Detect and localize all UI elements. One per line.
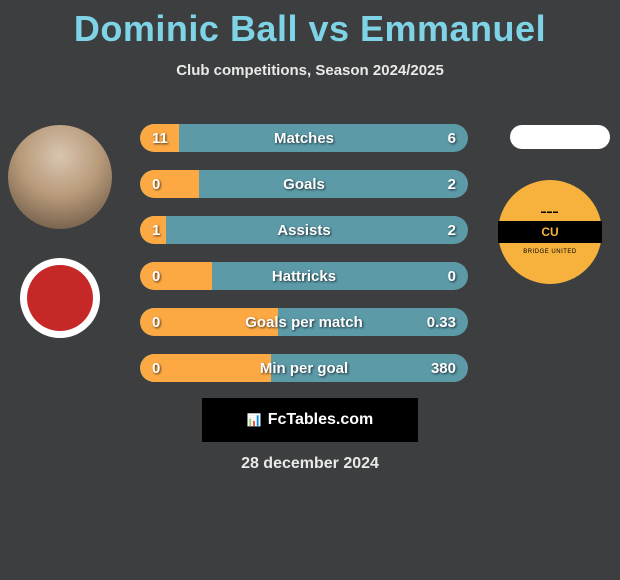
source-badge-text: FcTables.com (268, 411, 374, 429)
stat-row: 11Matches6 (140, 124, 468, 152)
stat-right-value: 2 (448, 170, 456, 198)
date-text: 28 december 2024 (0, 455, 620, 473)
chart-icon: 📊 (247, 413, 262, 427)
club-crest-right-subtext: BRIDGE UNITED (523, 249, 577, 255)
player-left-avatar (8, 125, 112, 229)
stat-label: Hattricks (140, 262, 468, 290)
stat-right-value: 2 (448, 216, 456, 244)
stat-right-value: 6 (448, 124, 456, 152)
stat-label: Goals (140, 170, 468, 198)
club-crest-right: ▬▬▬ CU BRIDGE UNITED (498, 180, 602, 284)
stat-label: Assists (140, 216, 468, 244)
stat-right-value: 380 (431, 354, 456, 382)
stat-right-value: 0.33 (427, 308, 456, 336)
stat-row: 0Min per goal380 (140, 354, 468, 382)
page-title: Dominic Ball vs Emmanuel (0, 0, 620, 50)
stats-bars: 11Matches60Goals21Assists20Hattricks00Go… (140, 124, 468, 400)
stat-row: 1Assists2 (140, 216, 468, 244)
club-crest-right-text: CU (498, 221, 602, 243)
page-subtitle: Club competitions, Season 2024/2025 (0, 62, 620, 79)
club-crest-right-toptext: ▬▬▬ (541, 209, 559, 215)
stat-label: Goals per match (140, 308, 468, 336)
club-crest-left-emblem (27, 265, 93, 331)
stat-row: 0Goals per match0.33 (140, 308, 468, 336)
source-badge: 📊 FcTables.com (202, 398, 418, 442)
stat-label: Matches (140, 124, 468, 152)
stat-row: 0Goals2 (140, 170, 468, 198)
player-right-avatar (510, 125, 610, 149)
stat-label: Min per goal (140, 354, 468, 382)
stat-right-value: 0 (448, 262, 456, 290)
club-crest-left (20, 258, 100, 338)
stat-row: 0Hattricks0 (140, 262, 468, 290)
